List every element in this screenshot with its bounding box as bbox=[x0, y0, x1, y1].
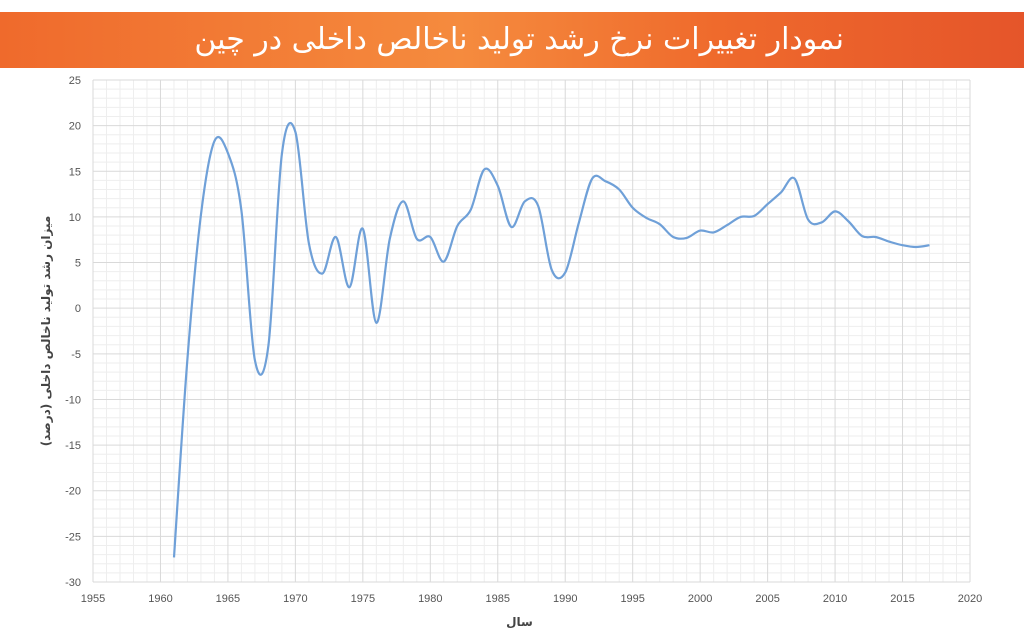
x-tick-label: 1980 bbox=[418, 593, 442, 605]
x-tick-label: 2020 bbox=[958, 593, 982, 605]
y-tick-label: 10 bbox=[69, 212, 81, 224]
x-axis-title: سال bbox=[506, 615, 533, 629]
x-tick-label: 2010 bbox=[823, 593, 847, 605]
x-tick-label: 1955 bbox=[81, 593, 105, 605]
y-tick-label: -30 bbox=[65, 577, 81, 589]
y-tick-label: -15 bbox=[65, 440, 81, 452]
y-tick-label: -20 bbox=[65, 486, 81, 498]
y-tick-label: 5 bbox=[75, 258, 81, 270]
x-tick-label: 2000 bbox=[688, 593, 712, 605]
x-tick-label: 1990 bbox=[553, 593, 577, 605]
y-tick-label: 25 bbox=[69, 75, 81, 87]
x-tick-label: 1960 bbox=[148, 593, 172, 605]
y-tick-label: 15 bbox=[69, 166, 81, 178]
y-tick-label: -10 bbox=[65, 394, 81, 406]
x-tick-label: 1985 bbox=[486, 593, 510, 605]
x-tick-label: 1975 bbox=[351, 593, 375, 605]
y-tick-label: -25 bbox=[65, 531, 81, 543]
x-tick-label: 2015 bbox=[890, 593, 914, 605]
y-tick-label: -5 bbox=[71, 349, 81, 361]
series-line bbox=[172, 121, 930, 558]
y-tick-label: 0 bbox=[75, 303, 81, 315]
x-tick-label: 1965 bbox=[216, 593, 240, 605]
x-tick-label: 1995 bbox=[620, 593, 644, 605]
chart-title: نمودار تغییرات نرخ رشد تولید ناخالص داخل… bbox=[194, 22, 844, 57]
y-axis-title: میزان رشد تولید ناخالص داخلی (درصد) bbox=[39, 216, 54, 447]
x-tick-label: 2005 bbox=[755, 593, 779, 605]
y-tick-label: 20 bbox=[69, 121, 81, 133]
x-tick-label: 1970 bbox=[283, 593, 307, 605]
title-banner: نمودار تغییرات نرخ رشد تولید ناخالص داخل… bbox=[0, 12, 1024, 68]
